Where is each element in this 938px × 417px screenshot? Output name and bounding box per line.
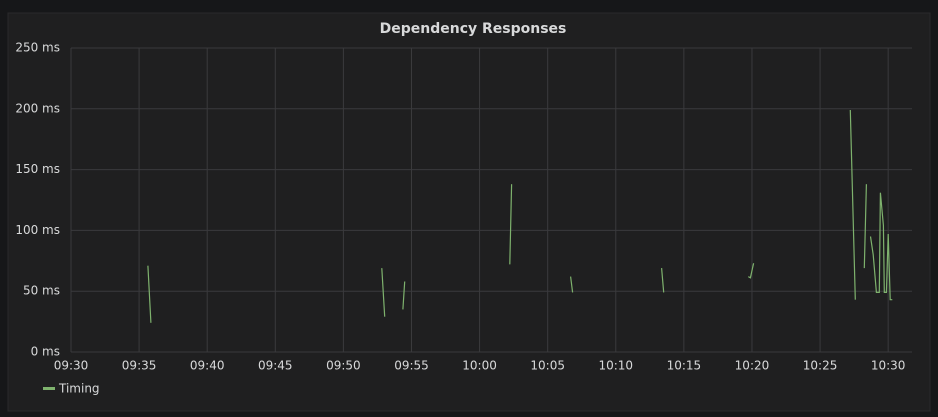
y-tick-label: 150 ms xyxy=(15,162,60,176)
x-tick-label: 09:30 xyxy=(54,359,89,373)
x-tick-label: 10:00 xyxy=(462,359,497,373)
x-tick-label: 10:25 xyxy=(803,359,838,373)
x-tick-label: 10:05 xyxy=(530,359,565,373)
x-tick-label: 09:55 xyxy=(394,359,429,373)
y-tick-label: 100 ms xyxy=(15,223,60,237)
x-tick-label: 10:30 xyxy=(871,359,906,373)
x-tick-label: 10:10 xyxy=(598,359,633,373)
y-tick-label: 50 ms xyxy=(23,284,60,298)
panel xyxy=(7,12,931,412)
x-tick-label: 09:50 xyxy=(326,359,361,373)
y-tick-label: 200 ms xyxy=(15,101,60,115)
chart-title: Dependency Responses xyxy=(380,21,567,37)
series-line xyxy=(147,109,893,323)
x-tick-label: 10:20 xyxy=(735,359,770,373)
x-tick-label: 09:40 xyxy=(190,359,225,373)
x-tick-label: 10:15 xyxy=(667,359,702,373)
legend-label: Timing xyxy=(58,382,100,396)
x-tick-label: 09:35 xyxy=(122,359,157,373)
legend-swatch xyxy=(43,387,55,390)
x-tick-label: 09:45 xyxy=(258,359,293,373)
y-tick-label: 0 ms xyxy=(31,345,60,359)
y-tick-label: 250 ms xyxy=(15,41,60,55)
